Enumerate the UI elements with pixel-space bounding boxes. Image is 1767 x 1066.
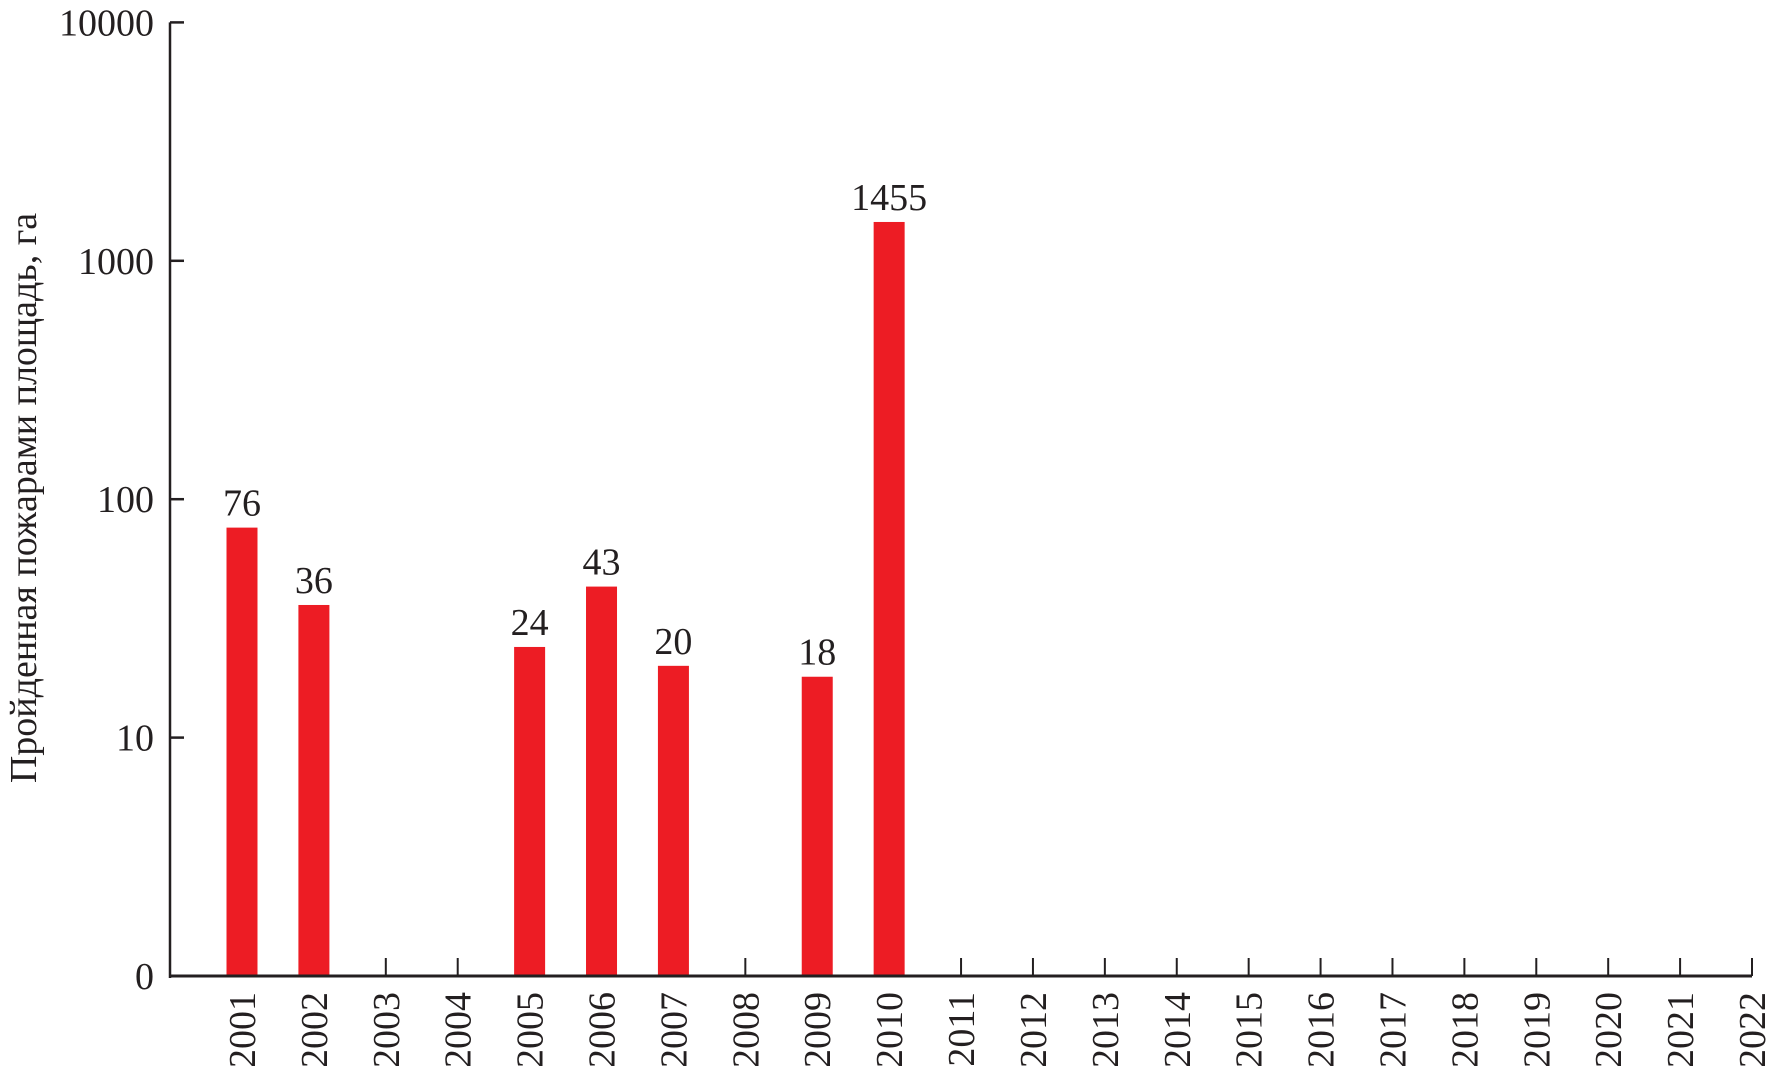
x-tick-label: 2018 [1444,992,1486,1066]
axes: 0 10 100 1000 10000 2001 2002 2003 2004 2005 2006 2… [59,2,1767,1066]
y-tick-label: 100 [97,479,154,521]
x-tick-label: 2010 [869,992,911,1066]
y-tick-label: 1000 [78,241,154,283]
bar-label-2010: 1455 [851,177,927,219]
bar-label-2002: 36 [295,560,333,602]
x-tick-label: 2016 [1301,992,1343,1066]
y-tick-label: 10000 [59,2,154,44]
x-tick-label: 2014 [1157,992,1199,1066]
bar-2005 [514,646,546,976]
bar-2009 [801,676,833,976]
x-tick-label: 2019 [1516,992,1558,1066]
bar-2001 [226,527,258,976]
bar-label-2009: 18 [798,632,836,674]
bar-2007 [657,665,689,976]
y-axis-title: Пройденная пожарами площадь, га [3,213,45,783]
y-tick-label: 10 [116,718,154,760]
bar-2002 [298,604,330,976]
x-tick-label: 2002 [294,992,336,1066]
x-tick-label: 2006 [582,992,624,1066]
x-tick-label: 2013 [1085,992,1127,1066]
x-tick-label: 2003 [366,992,408,1066]
x-tick-label: 2008 [725,992,767,1066]
bar-2006 [586,586,618,976]
x-tick-label: 2007 [653,992,695,1066]
x-tick-label: 2012 [1013,992,1055,1066]
x-tick-label: 2005 [510,992,552,1066]
x-tick-label: 2011 [941,992,983,1066]
bars: 76 36 24 43 20 18 1455 [223,177,927,977]
x-tick-label: 2017 [1372,992,1414,1066]
bar-label-2001: 76 [223,483,261,525]
bar-label-2007: 20 [654,621,692,663]
bar-2010 [873,221,905,977]
x-tick-label: 2004 [438,992,480,1066]
x-tick-label: 2009 [797,992,839,1066]
x-tick-label: 2020 [1588,992,1630,1066]
bar-label-2005: 24 [511,602,549,644]
bar-label-2006: 43 [583,542,621,584]
x-tick-label: 2001 [222,992,264,1066]
x-tick-label: 2015 [1229,992,1271,1066]
y-tick-label: 0 [135,956,154,998]
x-tick-label: 2021 [1660,992,1702,1066]
x-tick-label: 2022 [1732,992,1767,1066]
